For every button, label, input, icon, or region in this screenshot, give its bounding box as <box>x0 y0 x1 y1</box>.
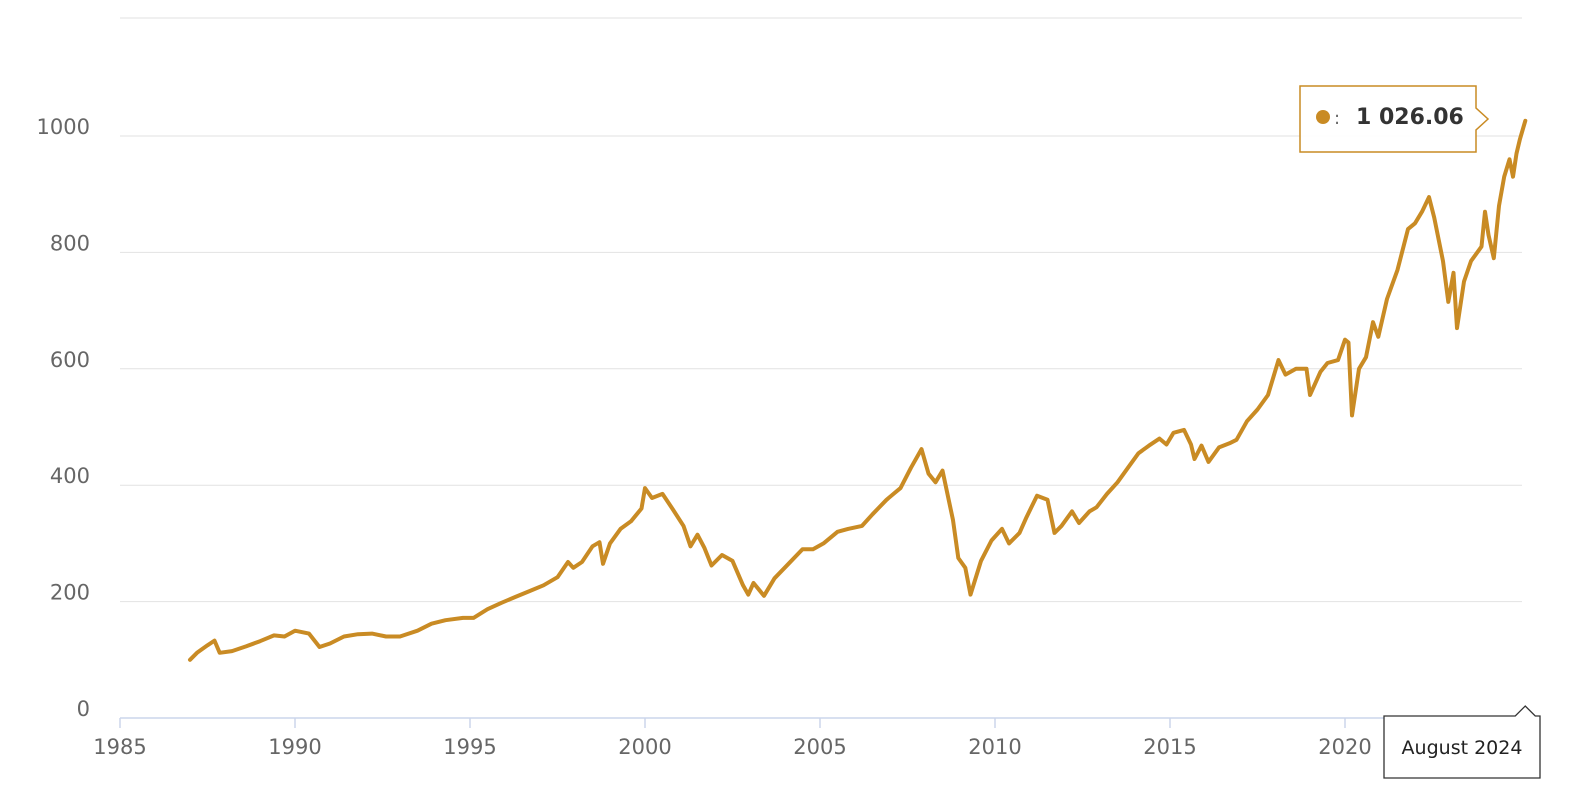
tooltip-separator: : <box>1334 108 1340 129</box>
y-tick-label: 600 <box>50 348 90 372</box>
series-line <box>188 118 1528 662</box>
x-tick-label: 2010 <box>968 735 1021 759</box>
date-tooltip: August 2024 <box>1383 705 1541 779</box>
y-tick-label: 0 <box>77 697 90 721</box>
y-tick-label: 1000 <box>37 115 90 139</box>
x-axis: 1985 1990 1995 2000 2005 2010 2015 2020 <box>93 717 1522 759</box>
series-group <box>188 118 1528 662</box>
tooltip-box <box>1299 85 1490 153</box>
value-tooltip: :1 026.06 <box>1299 85 1490 153</box>
tooltip-series-dot <box>1316 110 1330 124</box>
y-tick-label: 400 <box>50 464 90 488</box>
x-tick-label: 2005 <box>793 735 846 759</box>
grid-lines <box>120 17 1522 603</box>
date-tooltip-label: August 2024 <box>1402 737 1523 759</box>
y-axis-ticks: 0 200 400 600 800 1000 <box>37 115 90 721</box>
tooltip-value: 1 026.06 <box>1356 105 1464 130</box>
y-tick-label: 800 <box>50 231 90 255</box>
x-tick-label: 2000 <box>618 735 671 759</box>
x-tick-label: 2020 <box>1318 735 1371 759</box>
x-tick-label: 1995 <box>443 735 496 759</box>
y-tick-label: 200 <box>50 581 90 605</box>
x-tick-label: 2015 <box>1143 735 1196 759</box>
x-tick-label: 1990 <box>268 735 321 759</box>
x-tick-label: 1985 <box>93 735 146 759</box>
date-tooltip-box <box>1383 705 1541 779</box>
